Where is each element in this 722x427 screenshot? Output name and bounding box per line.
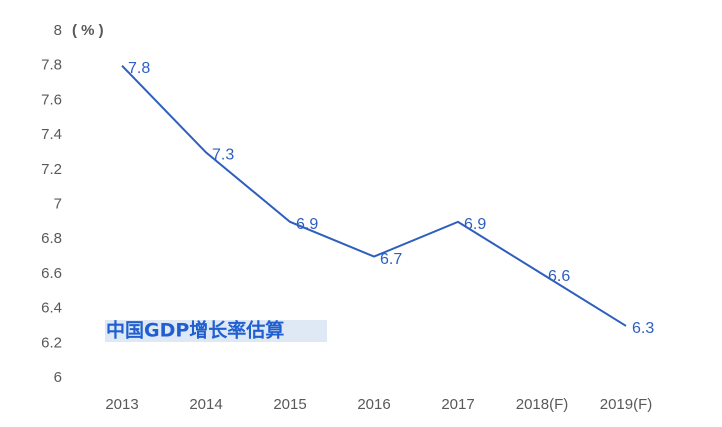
y-tick-label: 7	[54, 195, 62, 212]
data-label: 7.3	[212, 147, 234, 164]
x-tick-label: 2015	[273, 396, 306, 413]
data-label: 6.9	[296, 216, 318, 233]
y-tick-label: 6.4	[41, 300, 62, 317]
y-tick-label: 7.4	[41, 126, 62, 143]
data-label: 6.6	[548, 268, 570, 285]
x-tick-label: 2013	[105, 396, 138, 413]
annotation: 中国GDP增长率估算	[106, 319, 284, 342]
x-tick-label: 2017	[441, 396, 474, 413]
line	[121, 65, 627, 327]
x-tick-label: 2014	[189, 396, 222, 413]
y-tick-label: 8	[54, 22, 62, 39]
y-tick-label: 6	[54, 369, 62, 386]
annotation-highlight	[105, 320, 327, 342]
x-tick-label: 2019(F)	[600, 396, 653, 413]
y-tick-label: 6.6	[41, 265, 62, 282]
data-label: 6.7	[380, 251, 402, 268]
x-tick-label: 2018(F)	[516, 396, 569, 413]
unit-label: ( % )	[72, 22, 104, 39]
y-tick-label: 6.2	[41, 334, 62, 351]
x-tick-label: 2016	[357, 396, 390, 413]
data-label: 6.9	[464, 216, 486, 233]
y-tick-label: 7.6	[41, 91, 62, 108]
y-tick-label: 7.2	[41, 161, 62, 178]
y-tick-label: 7.8	[41, 57, 62, 74]
data-label: 6.3	[632, 320, 654, 337]
data-label: 7.8	[128, 60, 150, 77]
y-tick-label: 6.8	[41, 230, 62, 247]
